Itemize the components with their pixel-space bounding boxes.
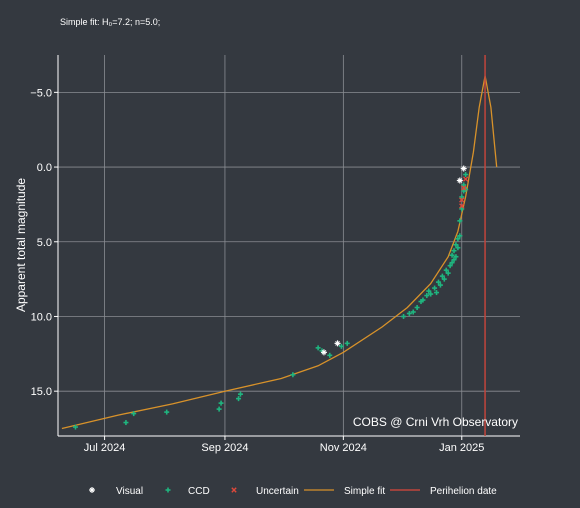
ccd-point: [406, 310, 412, 316]
ccd-point: [432, 285, 438, 291]
ccd-point: [461, 182, 467, 188]
ccd-point: [338, 343, 344, 349]
ccd-point: [237, 391, 243, 397]
uncertain-point-d2: [461, 185, 467, 191]
fit-series: [61, 75, 498, 430]
legend-label: Perihelion date: [430, 486, 497, 497]
ccd-point: [123, 420, 129, 426]
x-tick-label: Nov 2024: [320, 442, 367, 454]
legend-ccd-icon: [165, 487, 171, 493]
visual-point: [334, 340, 341, 347]
ccd-point: [455, 236, 461, 242]
y-tick-label: 0.0: [37, 162, 52, 174]
y-axis-label: Apparent total magnitude: [14, 178, 28, 312]
ccd-point: [410, 309, 416, 315]
ccd-point: [218, 400, 224, 406]
visual-point-d2: [321, 349, 327, 355]
uncertain-point-d2: [231, 487, 237, 493]
y-tick-label: −5.0: [30, 87, 52, 99]
legend-label: Simple fit: [344, 486, 385, 497]
data-points: [72, 165, 469, 430]
visual-point: [320, 349, 327, 356]
grid-lines: [58, 55, 520, 436]
ccd-point: [424, 293, 430, 299]
uncertain-point: [462, 176, 469, 182]
uncertain-point-d2: [459, 197, 465, 203]
ccd-point: [451, 248, 457, 254]
ccd-point: [449, 252, 455, 258]
ccd-point: [455, 245, 461, 251]
ccd-point: [443, 267, 449, 273]
uncertain-point: [459, 197, 465, 203]
ccd-point: [463, 172, 469, 178]
legend[interactable]: Visual CCD Uncertain Simple fit Perihelion d…: [89, 486, 497, 497]
axes: [57, 55, 520, 437]
visual-point-d2: [457, 178, 463, 183]
uncertain-point-d2: [459, 203, 465, 209]
ccd-point: [441, 276, 447, 282]
ccd-point: [428, 291, 434, 297]
ccd-point: [164, 409, 170, 415]
legend-visual-icon: [89, 487, 95, 493]
ccd-point: [426, 288, 432, 294]
ccd-point: [216, 406, 222, 412]
visual-point-d2: [89, 487, 95, 493]
uncertain-point: [461, 185, 467, 191]
uncertain-point: [459, 203, 465, 209]
ccd-point: [290, 372, 296, 378]
x-tick-labels: Jul 2024 Sep 2024 Nov 2024 Jan 2025: [84, 436, 484, 454]
y-tick-label: 15.0: [31, 386, 52, 398]
ccd-point: [414, 305, 420, 311]
ccd-point: [449, 260, 455, 266]
ccd-point: [420, 297, 426, 303]
ccd-point: [451, 257, 457, 263]
visual-point-d2: [335, 341, 340, 346]
legend-label: CCD: [188, 486, 210, 497]
ccd-point: [72, 424, 78, 430]
ccd-point: [327, 352, 333, 358]
uncertain-point-d2: [462, 176, 469, 182]
y-tick-label: 5.0: [37, 237, 52, 249]
x-tick-label: Sep 2024: [201, 442, 248, 454]
ccd-point: [315, 345, 321, 351]
visual-point: [456, 177, 463, 184]
ccd-point: [453, 254, 459, 260]
ccd-point: [437, 282, 443, 288]
ccd-point: [447, 263, 453, 269]
ccd-point: [434, 290, 440, 296]
chart-subtitle: Simple fit: H₀=7.2; n=5.0;: [60, 17, 161, 27]
ccd-point: [459, 206, 465, 212]
ccd-point: [453, 242, 459, 248]
legend-uncertain-icon: [231, 487, 237, 493]
ccd-point: [401, 313, 407, 319]
x-tick-label: Jan 2025: [439, 442, 484, 454]
ccd-point: [459, 194, 465, 200]
visual-point-d2: [461, 166, 467, 171]
visual-point: [460, 165, 467, 172]
ccd-point: [439, 273, 445, 279]
ccd-point: [457, 218, 463, 224]
ccd-point: [131, 411, 137, 417]
y-tick-label: 10.0: [31, 311, 52, 323]
fit-curve: [61, 75, 498, 430]
x-tick-label: Jul 2024: [84, 442, 126, 454]
legend-label: Visual: [116, 486, 143, 497]
ccd-point: [457, 233, 463, 239]
ccd-point: [236, 396, 242, 402]
watermark-text: COBS @ Crni Vrh Observatory: [353, 415, 518, 429]
ccd-point: [344, 340, 350, 346]
ccd-point: [445, 270, 451, 276]
ccd-point: [435, 279, 441, 285]
legend-label: Uncertain: [256, 486, 299, 497]
y-tick-labels: −5.0 0.0 5.0 10.0 15.0: [30, 87, 58, 398]
